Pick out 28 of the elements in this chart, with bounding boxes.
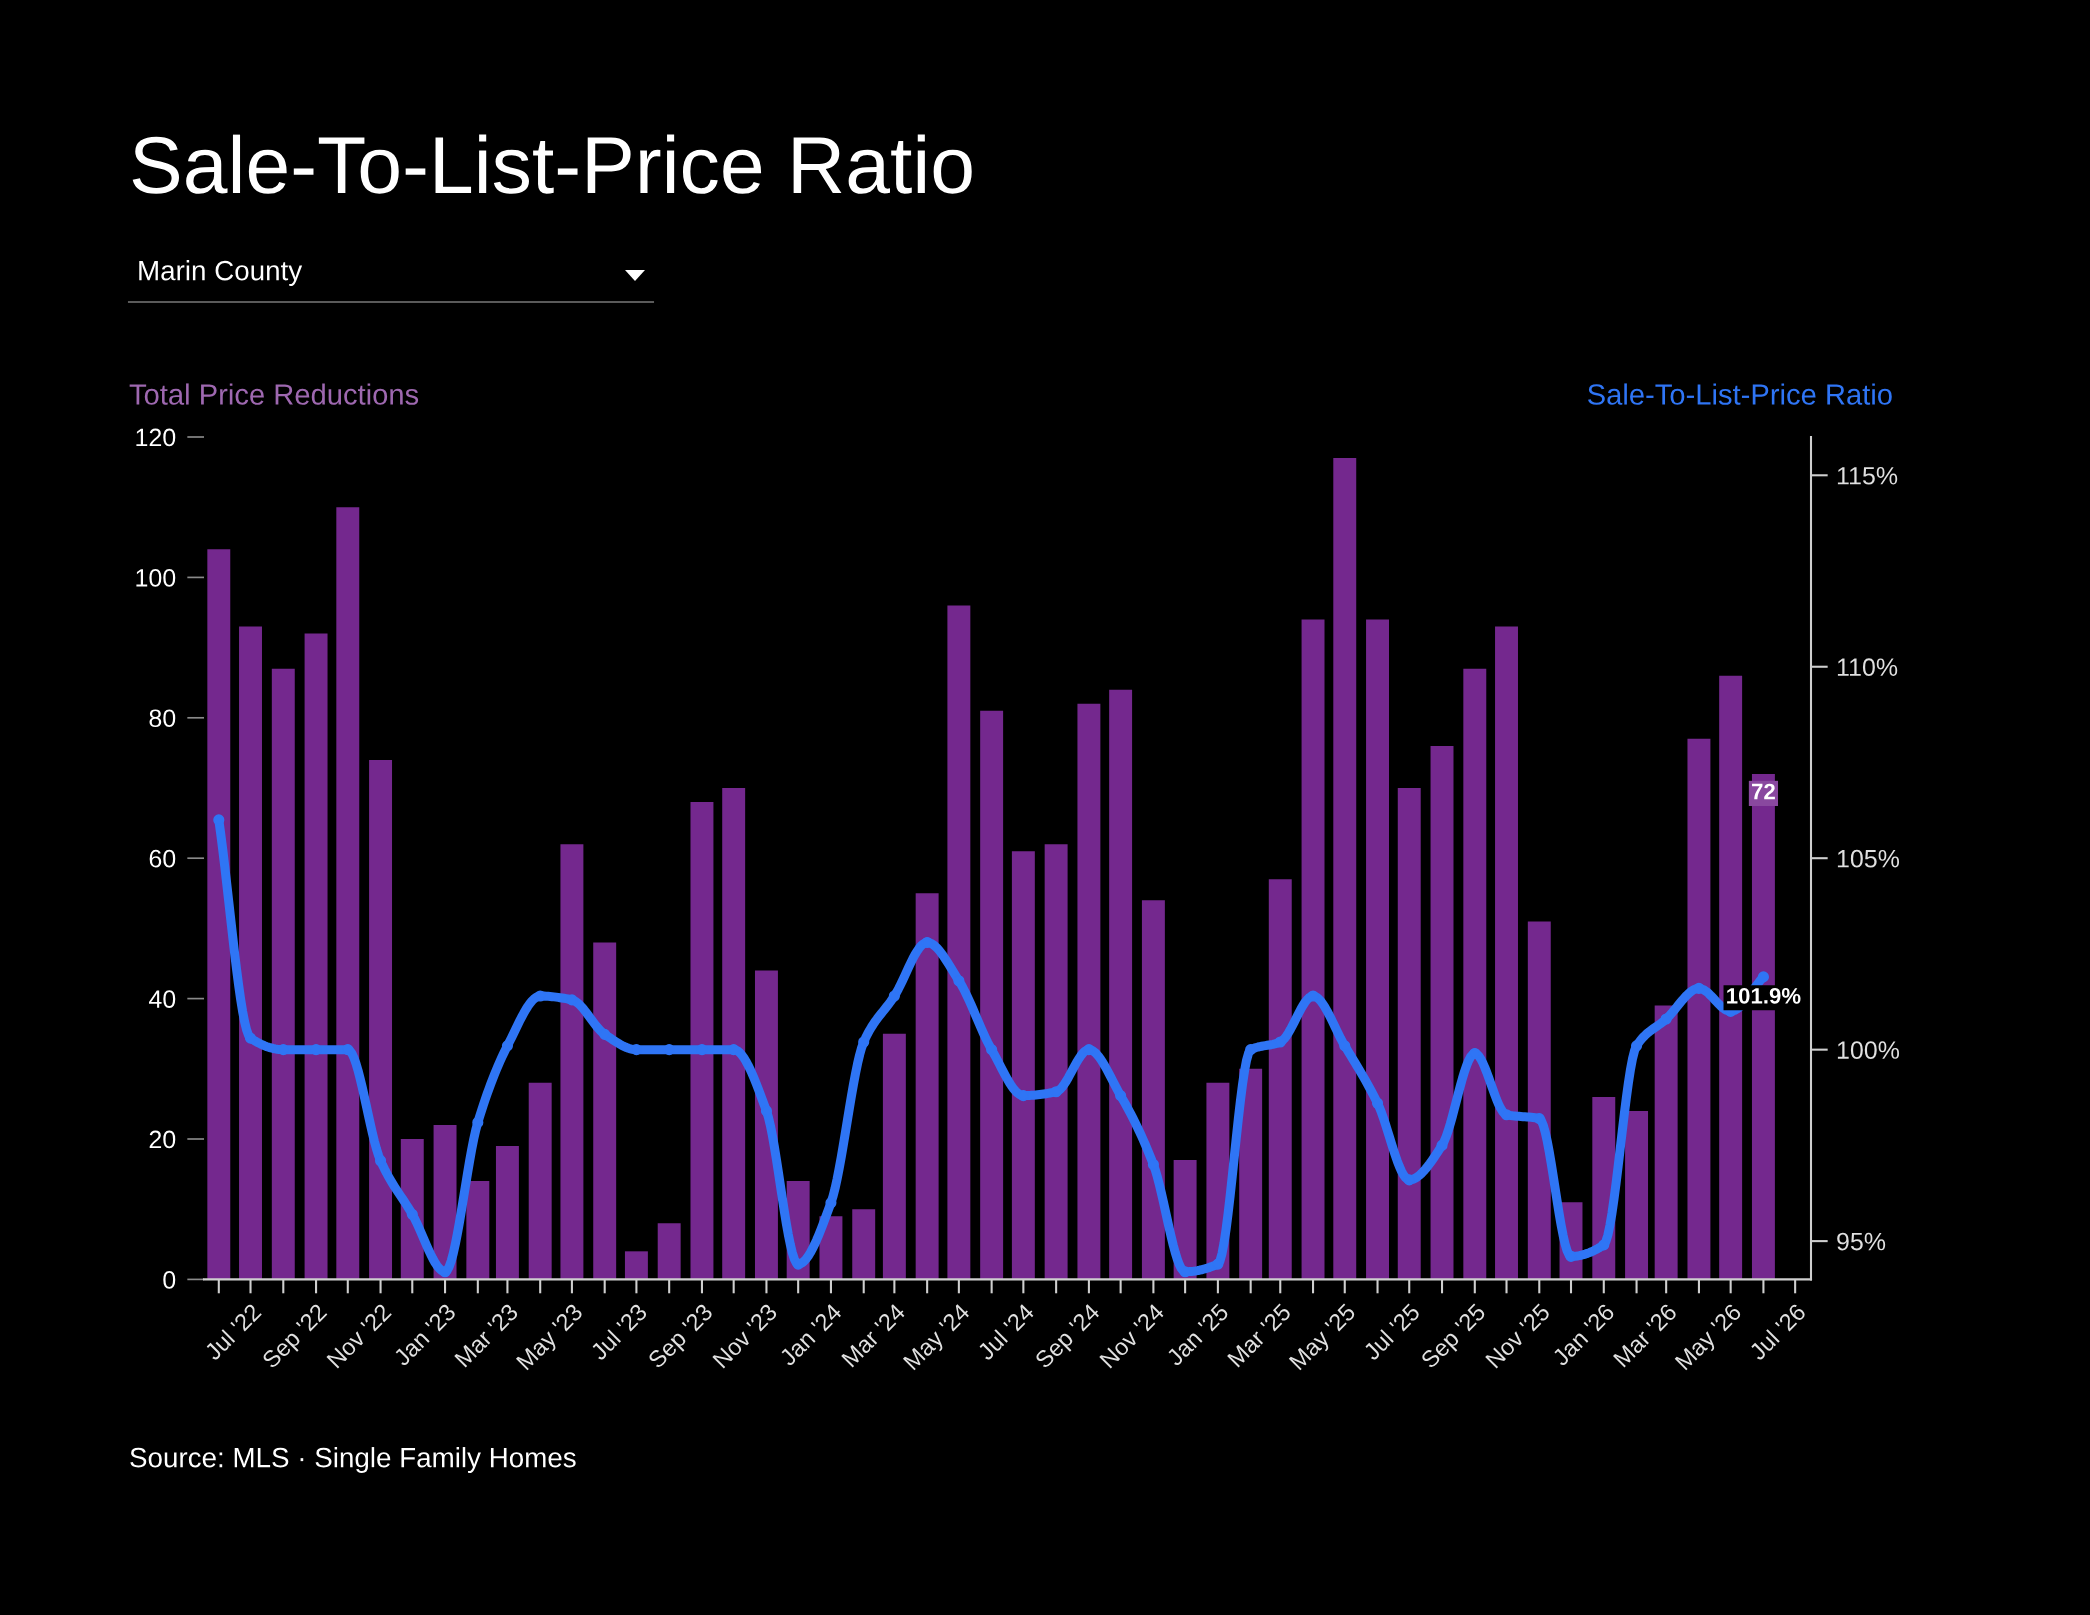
y2-tick-label: 115% [1837, 467, 1898, 485]
x-tick-label: Nov '22 [326, 1302, 392, 1369]
y-tick-label: 0 [163, 1271, 176, 1289]
x-tick-label: Jul '22 [203, 1302, 262, 1362]
x-tick-label: Jul '24 [975, 1302, 1036, 1362]
y2-tick-label: 110% [1837, 658, 1898, 677]
x-tick-label: Jul '25 [1361, 1302, 1421, 1362]
y-tick-label: 100 [136, 569, 176, 587]
chart-subtitle: Marin County [139, 260, 303, 286]
y-tick-label: 80 [149, 709, 176, 728]
y-tick-label: 60 [149, 849, 176, 868]
y2-tick-label: 105% [1837, 849, 1900, 868]
y-axis-title: Total Price Reductions [129, 383, 419, 405]
y2-axis-title: Sale-To-List-Price Ratio [1588, 383, 1892, 405]
y2-tick-label: 100% [1837, 1041, 1900, 1059]
y-tick-label: 20 [149, 1130, 176, 1149]
chart-title: Sale-To-List-Price Ratio [132, 134, 972, 194]
x-tick-label: Nov '23 [712, 1302, 778, 1369]
x-tick-label: Nov '24 [1099, 1302, 1166, 1369]
source-note: Source: MLS · Single Family Homes [130, 1447, 576, 1473]
y2-tick-label: 95% [1837, 1232, 1886, 1251]
y-tick-label: 120 [136, 428, 176, 447]
data-label: 101.9% [1727, 987, 1801, 1004]
x-tick-label: Jul '26 [1747, 1302, 1807, 1362]
x-tick-label: Nov '25 [1485, 1302, 1551, 1369]
y-tick-label: 40 [148, 990, 176, 1008]
x-tick-label: Jul '23 [588, 1302, 648, 1362]
data-label: 72 [1752, 783, 1775, 800]
